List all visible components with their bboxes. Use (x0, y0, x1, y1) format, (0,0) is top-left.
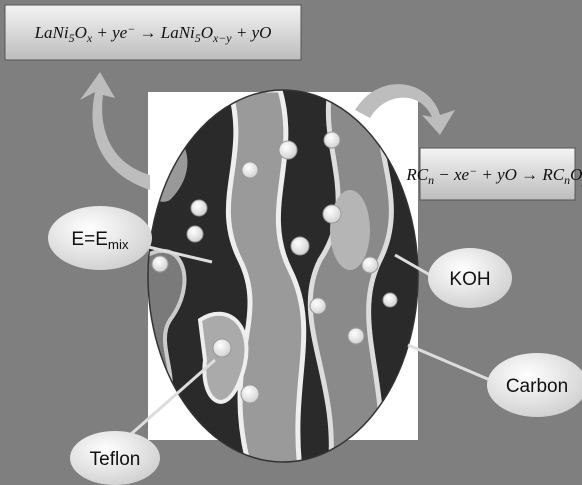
text-part: KOH (449, 269, 490, 290)
label-bubble (48, 206, 152, 270)
arrow-right (355, 84, 455, 135)
label-bubble (428, 248, 512, 308)
text-part: x−y (212, 31, 232, 45)
equation: LaNi5Ox + ye− → LaNi5Ox−y + yO (34, 22, 272, 44)
particles (151, 131, 398, 404)
text-part: O (570, 165, 582, 184)
label: KOH (449, 269, 490, 290)
text-part: + yO (232, 23, 272, 42)
text-part: mix (108, 237, 129, 252)
text-part: O (201, 23, 213, 42)
text-part: + ye (92, 23, 128, 42)
text-part: E=E (71, 229, 107, 250)
pointer (394, 253, 431, 277)
text-part: RC (405, 165, 428, 184)
equation-box (4, 4, 302, 61)
text-part: n (564, 173, 570, 187)
text-part: + yO → RC (477, 165, 565, 184)
arrow-left (80, 72, 150, 190)
disc-outline (147, 89, 419, 463)
text-part: 5 (195, 31, 201, 45)
text-part: → LaNi (135, 23, 195, 42)
text-part: 5 (69, 31, 75, 45)
equation: RCn − xe− + yO → RCnOy (405, 164, 582, 186)
label: Teflon (90, 449, 141, 470)
label-bubble (70, 431, 160, 485)
pointer (129, 358, 216, 437)
text-part: − xe (434, 165, 470, 184)
text-part: − (127, 22, 135, 36)
text-part: n (428, 173, 434, 187)
text-part: O (75, 23, 87, 42)
label: E=Emix (71, 229, 128, 252)
label-bubble (487, 353, 582, 417)
pointer (407, 343, 491, 382)
text-part: Teflon (90, 449, 141, 470)
text-part: Carbon (506, 376, 568, 397)
label: Carbon (506, 376, 568, 397)
text-part: LaNi (34, 23, 69, 42)
pointer (139, 243, 213, 264)
equation-box (419, 147, 576, 201)
text-part: x (86, 31, 93, 45)
text-part: − (469, 164, 477, 178)
